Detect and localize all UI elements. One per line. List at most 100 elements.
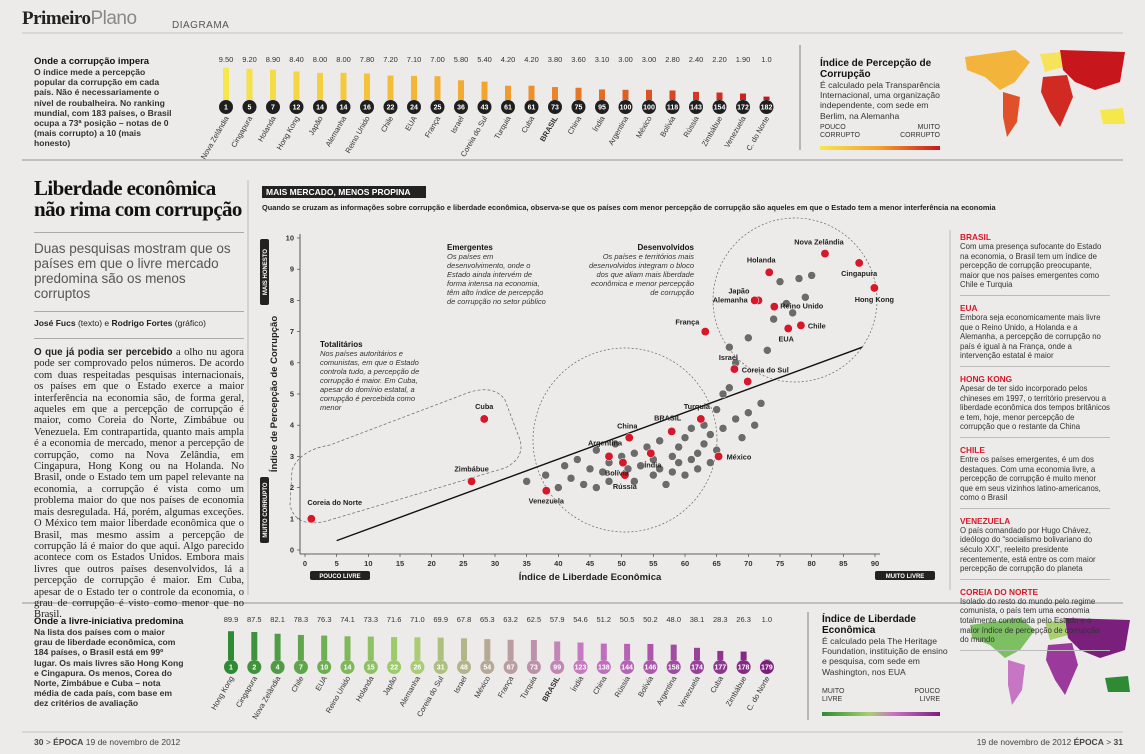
category-label: Japão — [307, 115, 325, 137]
category-label: BRASIL — [540, 674, 562, 703]
map-title: Índice de Percepção de Corrupção — [820, 58, 932, 80]
bar — [577, 642, 584, 660]
value-label: 54.6 — [573, 615, 588, 624]
chart-title: MAIS MERCADO, MENOS PROPINA — [266, 187, 411, 197]
point — [731, 414, 740, 424]
rank-badge — [387, 660, 402, 674]
value-label: 9.50 — [219, 55, 234, 64]
rank-badge — [689, 100, 703, 114]
rank-badge — [247, 660, 262, 674]
y-tick-label: 9 — [290, 265, 294, 274]
rank-label: 73 — [551, 105, 559, 112]
point — [725, 342, 734, 352]
sidebar: BRASIL Com uma presença sufocante do Esta… — [960, 232, 1110, 658]
bar — [387, 75, 394, 100]
point — [725, 383, 734, 393]
legend-gradient — [822, 712, 940, 716]
body-lead: O que já podia ser percebido — [34, 347, 173, 358]
point — [782, 299, 791, 308]
x-tick-label: 90 — [871, 559, 879, 568]
category-label: Cingapura — [234, 674, 260, 709]
x-tick-label: 70 — [744, 559, 752, 568]
point — [718, 424, 728, 433]
highlight-point — [743, 377, 753, 386]
point — [763, 346, 772, 355]
point — [807, 271, 816, 280]
rank-badge — [736, 100, 750, 114]
bar — [622, 89, 629, 100]
bar — [434, 76, 441, 100]
value-label: 1.0 — [762, 615, 772, 624]
point-label: Turquia — [684, 402, 711, 411]
rank-label: 61 — [504, 105, 512, 112]
category-label: C. do Norte — [745, 675, 772, 713]
rank-badge — [224, 660, 238, 674]
point-label: Israel — [719, 353, 738, 362]
bar — [223, 67, 229, 100]
rank-label: 22 — [390, 665, 398, 672]
rank-label: 54 — [483, 665, 491, 672]
rank-label: 75 — [575, 105, 583, 112]
rank-label: 73 — [530, 665, 538, 672]
annotation-text: Os países e territórios mais desenvolvid… — [588, 252, 694, 297]
value-label: 8.00 — [313, 55, 328, 64]
bar — [364, 73, 370, 100]
highlight-point — [541, 486, 551, 496]
point — [604, 477, 614, 486]
brand-bold: Primeiro — [22, 8, 91, 29]
rank-badge — [219, 100, 233, 114]
category-label: Índia — [591, 114, 607, 133]
rank-badge — [454, 100, 468, 114]
point — [674, 458, 683, 467]
legend-label: MUITO LIVRE — [822, 688, 845, 703]
x-tick-label: 80 — [807, 559, 815, 568]
rank-badge — [457, 660, 471, 674]
category-label: Turquia — [518, 674, 539, 701]
rank-label: 178 — [738, 665, 750, 672]
rank-badge — [595, 100, 609, 114]
value-label: 7.80 — [360, 55, 375, 64]
bar — [437, 637, 444, 660]
footer-right: 19 de novembro de 2012 ÉPOCA > 31 — [976, 737, 1123, 747]
map-caption: Índice de Percepção de Corrupção É calcu… — [820, 58, 950, 121]
end-tag — [260, 239, 269, 305]
highlight-point — [467, 476, 477, 486]
rank-badge — [550, 660, 565, 674]
y-tick-label: 2 — [290, 483, 294, 492]
point — [598, 467, 607, 477]
point-label: Coreia do Sul — [742, 366, 789, 375]
value-label: 3.80 — [548, 55, 563, 64]
x-tick-label: 5 — [335, 559, 339, 568]
point-label: Venezuela — [529, 497, 565, 506]
bar — [624, 643, 631, 660]
value-label: 50.5 — [620, 615, 635, 624]
rank-label: 26 — [414, 665, 422, 672]
value-label: 76.3 — [317, 615, 332, 624]
category-label: Rússia — [681, 114, 701, 139]
x-tick-label: 15 — [396, 559, 404, 568]
category-label: Bolívia — [636, 674, 655, 699]
title-tag — [262, 186, 426, 198]
y-axis-title: Índice de Percepção de Corrupção — [269, 316, 280, 472]
highlight-point — [764, 267, 774, 277]
rank-badge — [524, 100, 539, 114]
annotation-text: Os países em desenvolvimento, onde o Est… — [447, 252, 546, 306]
value-label: 57.9 — [550, 615, 565, 624]
value-label: 51.2 — [596, 615, 611, 624]
point — [630, 449, 639, 458]
point-label: Rússia — [613, 482, 638, 491]
category-label: Índia — [569, 674, 585, 693]
rank-badge — [410, 660, 425, 674]
value-label: 3.00 — [618, 55, 633, 64]
point — [680, 433, 690, 442]
rank-label: 25 — [434, 105, 442, 112]
y-tick-label: 1 — [290, 514, 294, 523]
point — [674, 442, 683, 452]
rank-badge — [360, 100, 374, 114]
y-tick-label: 4 — [290, 421, 295, 430]
value-label: 2.20 — [712, 55, 727, 64]
intro-title: Onde a corrupção impera — [34, 56, 150, 67]
rank-badge — [477, 100, 492, 114]
highlight-point — [700, 327, 710, 337]
